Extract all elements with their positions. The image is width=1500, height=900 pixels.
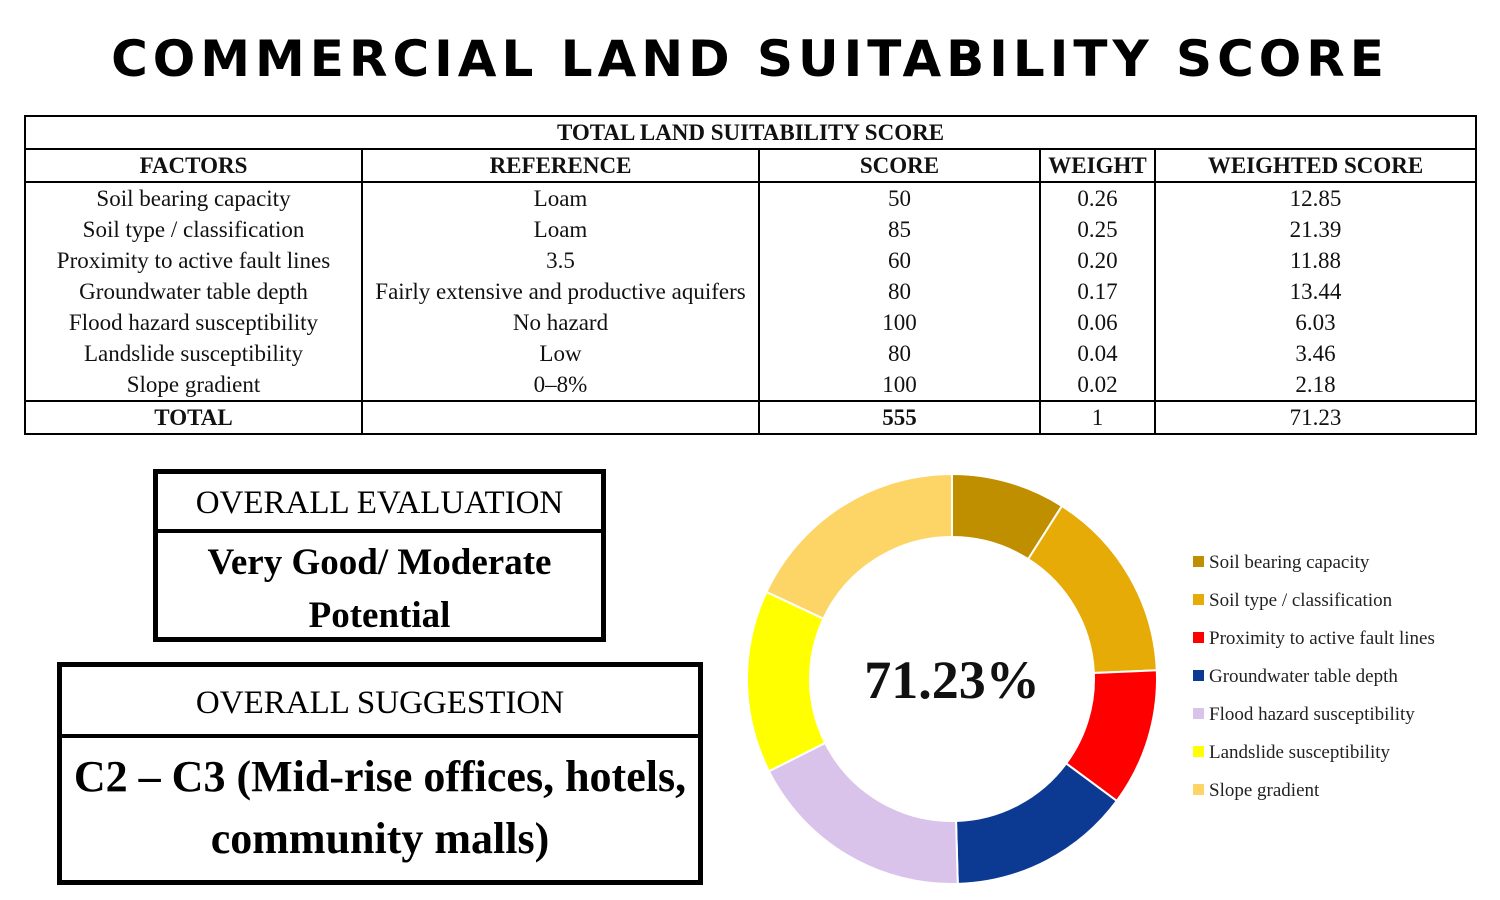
factor-cell: Proximity to active fault lines bbox=[56, 248, 331, 273]
overall-suggestion-value: C2 – C3 (Mid-rise offices, hotels, commu… bbox=[73, 752, 687, 863]
legend-item: Flood hazard susceptibility bbox=[1193, 697, 1435, 735]
score-cell: 100 bbox=[758, 369, 1040, 401]
factor-cell: Groundwater table depth bbox=[79, 279, 308, 304]
column-header-reference: REFERENCE bbox=[361, 149, 759, 183]
weighted-score-cell: 21.39 bbox=[1153, 214, 1477, 245]
total-reference-cell bbox=[361, 400, 759, 434]
weight-cell: 0.06 bbox=[1039, 307, 1155, 338]
table-row: Groundwater table depth Fairly extensive… bbox=[25, 276, 1477, 307]
legend-swatch bbox=[1193, 746, 1204, 757]
weighted-score-cell: 6.03 bbox=[1153, 307, 1477, 338]
total-label: TOTAL bbox=[25, 400, 362, 434]
donut-center-label: 71.23% bbox=[864, 650, 1040, 710]
weight-cell: 0.25 bbox=[1039, 214, 1155, 245]
suitability-score-table: TOTAL LAND SUITABILITY SCORE FACTORS REF… bbox=[24, 115, 1478, 435]
factor-cell: Soil type / classification bbox=[82, 217, 305, 242]
column-header-factors: FACTORS bbox=[25, 149, 362, 183]
weighted-score-cell: 12.85 bbox=[1153, 182, 1477, 214]
weight-cell: 0.20 bbox=[1039, 245, 1155, 276]
legend-label: Soil type / classification bbox=[1209, 590, 1393, 611]
total-row: TOTAL 555 1 71.23 bbox=[25, 400, 1477, 434]
donut-slices bbox=[746, 472, 1158, 885]
reference-cell: Loam bbox=[361, 182, 759, 214]
table-row: Soil type / classification Loam 85 0.25 … bbox=[25, 214, 1477, 245]
score-cell: 80 bbox=[758, 338, 1040, 369]
legend-label: Proximity to active fault lines bbox=[1209, 628, 1435, 649]
weight-cell: 0.26 bbox=[1039, 182, 1155, 214]
legend-label: Groundwater table depth bbox=[1209, 666, 1398, 687]
weighted-score-cell: 3.46 bbox=[1153, 338, 1477, 369]
table-caption: TOTAL LAND SUITABILITY SCORE bbox=[25, 116, 1477, 150]
factor-cell: Slope gradient bbox=[126, 372, 261, 397]
table-row: Slope gradient 0–8% 100 0.02 2.18 bbox=[25, 369, 1477, 401]
factor-cell: Soil bearing capacity bbox=[96, 186, 291, 211]
overall-suggestion-box: OVERALL SUGGESTION C2 – C3 (Mid-rise off… bbox=[57, 662, 703, 885]
table-row: Proximity to active fault lines 3.5 60 0… bbox=[25, 245, 1477, 276]
legend-item: Landslide susceptibility bbox=[1193, 735, 1435, 773]
legend-item: Slope gradient bbox=[1193, 773, 1435, 811]
legend-swatch bbox=[1193, 632, 1204, 643]
chart-legend: Soil bearing capacity Soil type / classif… bbox=[1193, 545, 1435, 811]
legend-label: Slope gradient bbox=[1209, 780, 1320, 801]
donut-slice-flood-hazard-susceptibility bbox=[767, 741, 959, 885]
table-row: Landslide susceptibility Low 80 0.04 3.4… bbox=[25, 338, 1477, 369]
legend-item: Soil bearing capacity bbox=[1193, 545, 1435, 583]
donut-slice-soil-type-classification bbox=[1026, 504, 1158, 675]
legend-label: Landslide susceptibility bbox=[1209, 742, 1391, 763]
weight-cell: 0.04 bbox=[1039, 338, 1155, 369]
table-row: Flood hazard susceptibility No hazard 10… bbox=[25, 307, 1477, 338]
overall-evaluation-box: OVERALL EVALUATION Very Good/ Moderate P… bbox=[153, 469, 606, 642]
legend-item: Groundwater table depth bbox=[1193, 659, 1435, 697]
weighted-score-cell: 13.44 bbox=[1153, 276, 1477, 307]
score-cell: 80 bbox=[758, 276, 1040, 307]
factor-cell: Landslide susceptibility bbox=[83, 341, 304, 366]
suitability-donut-chart: 71.23% bbox=[746, 472, 1158, 885]
reference-cell: Fairly extensive and productive aquifers bbox=[361, 276, 759, 307]
reference-cell: Loam bbox=[361, 214, 759, 245]
legend-item: Proximity to active fault lines bbox=[1193, 621, 1435, 659]
reference-cell: Low bbox=[361, 338, 759, 369]
reference-cell: No hazard bbox=[361, 307, 759, 338]
column-header-score: SCORE bbox=[758, 149, 1040, 183]
legend-swatch bbox=[1193, 556, 1204, 567]
legend-item: Soil type / classification bbox=[1193, 583, 1435, 621]
column-header-weight: WEIGHT bbox=[1039, 149, 1155, 183]
legend-swatch bbox=[1193, 784, 1204, 795]
score-cell: 85 bbox=[758, 214, 1040, 245]
legend-swatch bbox=[1193, 670, 1204, 681]
legend-swatch bbox=[1193, 594, 1204, 605]
total-score: 555 bbox=[758, 400, 1040, 434]
score-cell: 100 bbox=[758, 307, 1040, 338]
legend-label: Flood hazard susceptibility bbox=[1209, 704, 1415, 725]
page-title: COMMERCIAL LAND SUITABILITY SCORE bbox=[111, 30, 1389, 88]
donut-slice-slope-gradient bbox=[765, 472, 953, 621]
factor-cell: Flood hazard susceptibility bbox=[68, 310, 319, 335]
reference-cell: 3.5 bbox=[361, 245, 759, 276]
total-weighted-score: 71.23 bbox=[1153, 400, 1477, 434]
overall-evaluation-heading: OVERALL EVALUATION bbox=[158, 474, 601, 533]
legend-label: Soil bearing capacity bbox=[1209, 552, 1370, 573]
table-header-row: FACTORS REFERENCE SCORE WEIGHT WEIGHTED … bbox=[25, 149, 1477, 183]
weighted-score-cell: 2.18 bbox=[1153, 369, 1477, 401]
overall-suggestion-heading: OVERALL SUGGESTION bbox=[62, 667, 698, 738]
score-cell: 60 bbox=[758, 245, 1040, 276]
score-cell: 50 bbox=[758, 182, 1040, 214]
legend-swatch bbox=[1193, 708, 1204, 719]
reference-cell: 0–8% bbox=[361, 369, 759, 401]
weight-cell: 0.17 bbox=[1039, 276, 1155, 307]
weighted-score-cell: 11.88 bbox=[1153, 245, 1477, 276]
donut-slice-landslide-susceptibility bbox=[746, 590, 827, 773]
column-header-weighted-score: WEIGHTED SCORE bbox=[1153, 149, 1477, 183]
table-row: Soil bearing capacity Loam 50 0.26 12.85 bbox=[25, 182, 1477, 214]
weight-cell: 0.02 bbox=[1039, 369, 1155, 401]
total-weight: 1 bbox=[1039, 400, 1155, 434]
overall-evaluation-value: Very Good/ Moderate Potential bbox=[207, 542, 552, 636]
